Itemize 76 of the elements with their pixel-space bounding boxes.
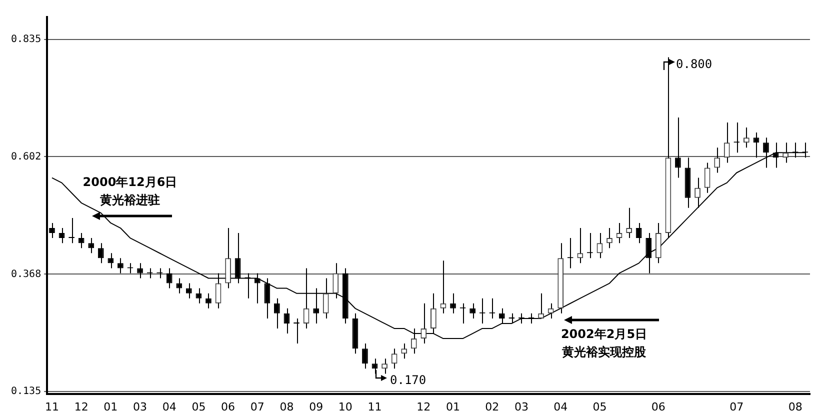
x-tick-label: 02 — [485, 400, 500, 414]
candlestick — [78, 232, 84, 249]
x-tick-label: 11 — [368, 400, 382, 414]
x-tick-label: 12 — [74, 400, 88, 414]
candlestick — [206, 292, 212, 309]
x-tick-label: 09 — [309, 400, 324, 414]
annotation: 黄光裕进驻 — [100, 192, 160, 208]
candlestick — [98, 242, 104, 264]
candlestick — [166, 268, 172, 289]
candlestick — [636, 222, 642, 244]
candlestick — [234, 232, 241, 284]
annotation: 黄光裕实现控股 — [562, 344, 646, 360]
candlestick — [724, 122, 730, 164]
candlestick — [508, 312, 515, 324]
candlestick — [538, 292, 544, 319]
x-tick-label: 12 — [416, 400, 431, 414]
candlestick — [704, 162, 710, 194]
candlestick — [498, 308, 505, 324]
annotation: 0.170 — [390, 372, 426, 388]
candlestick — [186, 282, 192, 299]
x-tick-label: 08 — [280, 400, 294, 414]
candlestick — [401, 343, 408, 360]
x-tick-label: 01 — [446, 400, 460, 414]
candlestick — [675, 116, 681, 178]
y-tick-label: 0.602 — [10, 151, 42, 162]
candlestick — [274, 298, 280, 329]
candlestick — [284, 308, 290, 334]
x-tick-label: 11 — [44, 400, 59, 414]
candlestick — [215, 272, 222, 309]
candlestick — [577, 228, 584, 264]
y-tick-label: 0.368 — [10, 268, 42, 280]
x-tick-label: 08 — [788, 400, 802, 414]
candlestick — [176, 278, 182, 294]
candlestick — [303, 268, 310, 329]
x-tick-label: 06 — [221, 400, 236, 414]
x-tick-label: 04 — [554, 400, 568, 414]
candlestick — [118, 258, 124, 274]
annotation: 2000年12月6日 — [82, 174, 178, 190]
candlestick — [137, 262, 143, 279]
candlestick — [332, 262, 339, 299]
x-tick-label: 05 — [192, 400, 206, 414]
x-tick-label: 03 — [133, 400, 148, 414]
candlestick — [743, 127, 750, 148]
candlestick — [254, 272, 260, 304]
candlestick — [382, 358, 388, 374]
y-tick-label: 0.835 — [10, 34, 42, 46]
candlestick — [225, 228, 231, 289]
candlestick — [714, 147, 720, 174]
x-tick-label: 05 — [592, 400, 607, 414]
candlestick — [450, 292, 456, 314]
candlestick — [362, 343, 368, 370]
y-tick-label: 0.135 — [10, 386, 42, 397]
x-tick-label: 07 — [250, 400, 264, 414]
x-tick-label: 04 — [162, 400, 176, 414]
x-tick-label: 06 — [651, 400, 666, 414]
candlestick — [430, 292, 436, 334]
candlestick — [596, 232, 603, 259]
candlestick — [655, 222, 662, 264]
candlestick — [694, 177, 700, 208]
candlestick — [313, 288, 320, 324]
annotation: 2002年2月5日 — [560, 326, 648, 342]
candlestick — [606, 228, 612, 249]
annotation: 0.800 — [676, 56, 712, 72]
candlestick — [646, 232, 652, 274]
candlestick — [322, 278, 329, 319]
candlestick — [391, 348, 398, 370]
x-tick-label: 10 — [338, 400, 352, 414]
candlestick — [470, 302, 476, 319]
x-tick-label: 03 — [514, 400, 528, 414]
candlestick — [626, 207, 632, 239]
candlestick — [108, 252, 114, 269]
candlestick — [528, 312, 534, 324]
candlestick — [264, 278, 270, 319]
x-tick-label: 01 — [104, 400, 118, 414]
x-tick-label: 07 — [730, 400, 744, 414]
candlestick — [88, 238, 94, 254]
